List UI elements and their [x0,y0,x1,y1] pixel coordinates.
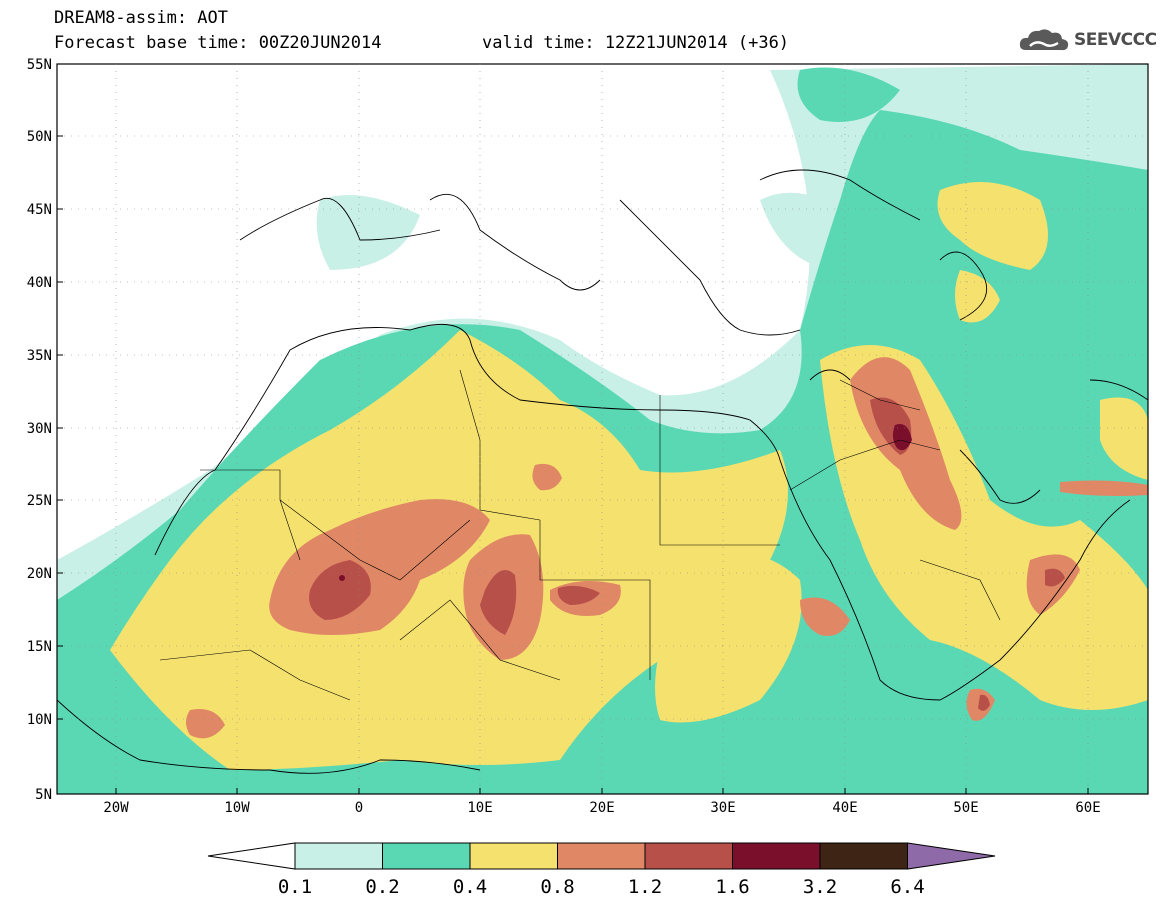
lon-label: 20W [103,800,129,816]
lat-label: 20N [27,566,52,582]
colorbar-label: 0.4 [453,876,487,898]
colorbar: 0.1 0.2 0.4 0.8 1.2 1.6 3.2 6.4 [207,842,996,898]
aot-band-1.2 [309,397,1065,711]
colorbar-label: 0.1 [278,876,312,898]
colorbar-segment [732,842,821,870]
coastlines [57,169,1148,774]
valid-time: valid time: 12Z21JUN2014 (+36) [482,33,790,53]
lon-label: 10W [224,800,250,816]
longitude-labels: 20W 10W 0 10E 20E 30E 40E 50E 60E [103,800,1100,816]
colorbar-segment [819,842,908,870]
aot-field [57,64,1148,794]
colorbar-label: 6.4 [890,876,924,898]
colorbar-label: 1.6 [715,876,749,898]
lat-label: 10N [27,712,52,728]
cloud-icon [1019,29,1069,51]
lat-label: 50N [27,129,52,145]
map-title: DREAM8-assim: AOT [54,8,228,28]
lon-label: 40E [832,800,857,816]
colorbar-low-arrow [207,842,296,870]
lon-label: 60E [1075,800,1100,816]
colorbar-segment [644,842,733,870]
logo-text: SEEVCCC [1074,30,1157,50]
lat-label: 45N [27,202,52,218]
colorbar-high-arrow [907,842,996,870]
lon-label: 10E [467,800,492,816]
colorbar-segment [294,842,383,870]
lon-label: 20E [589,800,614,816]
lon-label: 0 [355,800,363,816]
colorbar-label: 0.2 [365,876,399,898]
forecast-base-time: Forecast base time: 00Z20JUN2014 [54,33,382,53]
country-borders [159,369,1001,701]
latitude-labels: 55N 50N 45N 40N 35N 30N 25N 20N 15N 10N … [27,57,52,803]
lat-label: 35N [27,348,52,364]
lon-label: 30E [710,800,735,816]
axis-ticks [57,63,1089,795]
lat-label: 55N [27,57,52,73]
colorbar-segment [382,842,471,870]
lat-label: 40N [27,275,52,291]
lat-label: 25N [27,493,52,509]
seevccc-logo: SEEVCCC [1018,26,1157,54]
colorbar-label: 0.8 [540,876,574,898]
lat-label: 30N [27,421,52,437]
colorbar-label: 1.2 [628,876,662,898]
colorbar-segment [469,842,558,870]
lat-label: 15N [27,639,52,655]
colorbar-label: 3.2 [803,876,837,898]
lat-label: 5N [35,787,52,803]
lon-label: 50E [953,800,978,816]
aot-band-1.6 [339,424,912,581]
gridlines [57,64,1148,794]
colorbar-segment [557,842,646,870]
